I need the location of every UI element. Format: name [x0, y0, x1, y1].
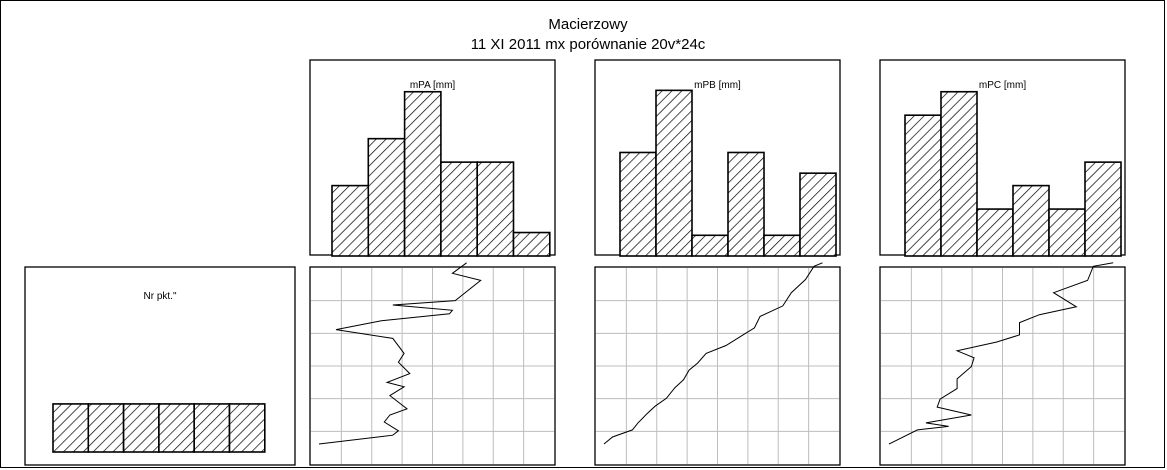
series-line-5: [603, 262, 823, 445]
bar-1-5: [799, 172, 837, 257]
bar-0-1: [367, 137, 406, 257]
bar-2-2: [976, 208, 1014, 257]
panel-title-3: Nr pkt.": [144, 291, 177, 302]
bar-3-5: [228, 403, 266, 453]
bar-0-3: [440, 161, 478, 257]
bar-1-0: [619, 151, 657, 257]
bar-3-0: [52, 403, 90, 453]
bar-1-2: [691, 234, 729, 257]
panel-title-0: mPA [mm]: [410, 80, 456, 91]
bar-1-4: [763, 234, 801, 257]
bar-1-1: [655, 89, 693, 257]
bar-3-3: [158, 403, 195, 453]
bar-2-3: [1012, 184, 1050, 257]
panel-title-1: mPB [mm]: [694, 80, 741, 91]
series-line-4: [318, 262, 482, 445]
panel-title-2: mPC [mm]: [979, 80, 1026, 91]
bar-0-4: [476, 161, 515, 257]
bar-0-2: [403, 90, 442, 257]
bar-2-0: [904, 114, 942, 257]
bar-1-3: [727, 151, 765, 257]
bar-3-2: [122, 403, 160, 453]
bar-2-5: [1084, 161, 1122, 257]
bar-3-1: [87, 403, 125, 453]
panels: mPA [mm] mPB [mm] mPC [mm] Nr pkt.": [24, 59, 1126, 466]
chart-subtitle: 11 XI 2011 mx porównanie 20v*24c: [471, 36, 706, 53]
chart-title: Macierzowy: [548, 16, 628, 33]
bar-3-4: [193, 403, 231, 453]
bar-2-1: [940, 90, 978, 257]
bar-2-4: [1048, 208, 1086, 257]
bar-0-0: [331, 184, 370, 257]
bar-0-5: [512, 231, 551, 257]
series-line-6: [888, 262, 1114, 445]
